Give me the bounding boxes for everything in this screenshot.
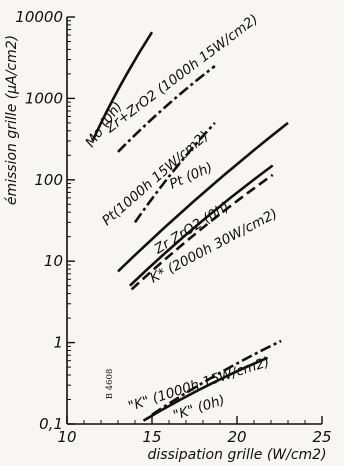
series-line-k-0h xyxy=(142,356,269,422)
x-axis-label: dissipation grille (W/cm2) xyxy=(147,447,326,463)
series-line-zr-1000h xyxy=(117,64,216,153)
x-tick-label: 25 xyxy=(312,428,331,446)
y-tick-label: 1 xyxy=(53,334,63,352)
y-tick-label: 1000 xyxy=(25,89,63,107)
series-line-k-1000h xyxy=(151,339,282,416)
x-tick-label: 20 xyxy=(227,428,246,446)
series-line-mo xyxy=(91,31,154,142)
series-line-zr-0h xyxy=(129,164,274,287)
y-tick-label: 10000 xyxy=(15,8,63,26)
y-tick-label: 10 xyxy=(44,252,63,270)
x-tick-label: 15 xyxy=(142,428,161,446)
axes: dissipation grille (W/cm2) émission grill… xyxy=(4,17,327,463)
y-axis-label: émission grille (µA/cm2) xyxy=(4,35,20,205)
y-tick-label: 100 xyxy=(34,171,63,189)
x-tick-label: 10 xyxy=(57,428,76,446)
y-tick-label: 0,1 xyxy=(39,415,63,433)
series-line-pt-1000h xyxy=(133,122,216,224)
series-line-k-2000h xyxy=(130,173,274,291)
series-line-pt-0h xyxy=(117,121,289,273)
series-lines xyxy=(91,31,289,422)
figure-reference: B 4608 xyxy=(105,369,115,400)
